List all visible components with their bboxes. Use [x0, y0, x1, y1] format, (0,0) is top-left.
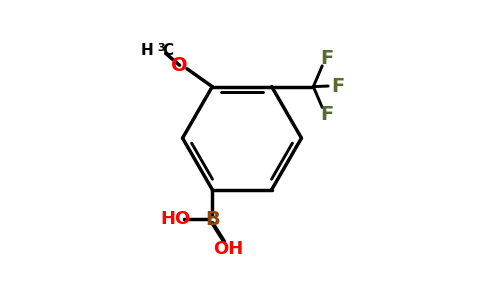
- Text: OH: OH: [213, 240, 244, 258]
- Text: F: F: [332, 76, 345, 95]
- Text: C: C: [162, 43, 173, 58]
- Text: HO: HO: [160, 210, 190, 228]
- Text: F: F: [320, 105, 333, 124]
- Text: O: O: [171, 56, 188, 75]
- Text: F: F: [320, 49, 333, 68]
- Text: H: H: [141, 43, 154, 58]
- Text: 3: 3: [157, 43, 165, 53]
- Text: B: B: [205, 210, 220, 229]
